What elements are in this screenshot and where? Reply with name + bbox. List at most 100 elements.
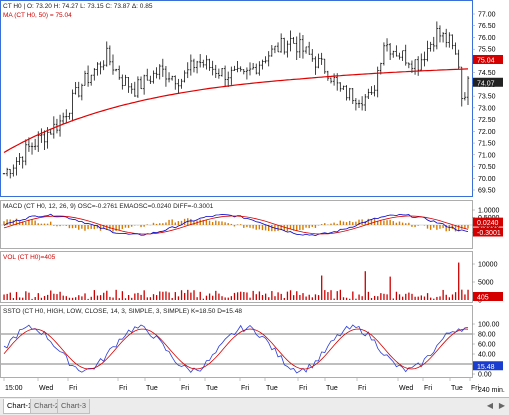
volume-bar <box>258 291 261 300</box>
volume-bar <box>59 291 61 300</box>
price-bar <box>89 74 93 86</box>
price-bar <box>21 156 24 169</box>
price-bar <box>195 60 199 74</box>
volume-bar <box>212 295 214 300</box>
price-bar <box>270 45 274 57</box>
macd-diff: DIFF=-0.3001 <box>173 203 214 210</box>
change-value: Δ: 0.85 <box>132 3 153 10</box>
volume-bar <box>383 293 385 300</box>
price-bar <box>65 109 68 123</box>
price-bar <box>432 36 435 52</box>
volume-bar <box>233 292 236 300</box>
price-bar <box>314 56 317 75</box>
price-bar <box>392 50 395 58</box>
price-bar <box>429 41 432 52</box>
volume-bar <box>240 291 242 300</box>
price-bar <box>367 88 370 99</box>
volume-bar <box>96 295 99 300</box>
volume-bar <box>339 289 342 300</box>
volume-bar <box>236 292 239 300</box>
volume-bar <box>28 292 30 300</box>
volume-bar <box>302 293 304 300</box>
ssto-k: K=18.50 <box>191 308 216 315</box>
price-bar <box>177 78 180 94</box>
price-bar <box>80 83 84 101</box>
ssto-axis-label: 100.00 <box>478 322 500 329</box>
scroll-left-arrow[interactable]: ◀ <box>486 401 494 410</box>
volume-bar <box>56 294 58 300</box>
ma-label: MA (CT H0, 50) = 75.04 <box>3 12 72 19</box>
price-bar <box>423 51 426 67</box>
volume-bar <box>355 298 357 300</box>
volume-bar <box>174 292 176 300</box>
volume-bar <box>321 275 323 300</box>
time-axis-label: Wed <box>399 385 413 392</box>
price-bar <box>93 67 96 81</box>
scroll-right-arrow[interactable]: ▶ <box>498 401 506 410</box>
volume-bar <box>345 297 348 300</box>
price-bar <box>164 66 168 87</box>
macd-title: MACD (CT H0, 12, 26, 9) <box>3 203 76 210</box>
macd-emaosc-tag: 0.0240 <box>477 220 499 227</box>
price-bar <box>127 77 130 93</box>
volume-bar <box>246 292 248 300</box>
price-bar <box>174 75 177 90</box>
chart-area[interactable]: 77.0076.5076.0075.5075.0074.5074.0073.50… <box>0 0 509 397</box>
time-axis-label: Fri <box>69 385 78 392</box>
volume-bar <box>283 297 285 300</box>
price-bar <box>410 60 414 73</box>
price-bar <box>139 76 143 90</box>
price-bar <box>239 66 242 72</box>
price-bar <box>198 54 202 68</box>
open-value: O: 73.20 <box>27 3 52 10</box>
ssto-axis-label: 60.00 <box>478 342 496 349</box>
volume-bar <box>112 297 114 300</box>
volume-bar <box>299 294 301 300</box>
volume-bar <box>40 297 43 300</box>
price-bar <box>451 34 454 50</box>
price-axis-label: 71.00 <box>478 152 496 159</box>
price-axis-label: 73.00 <box>478 105 496 112</box>
volume-bar <box>53 293 55 300</box>
price-bar <box>438 25 442 43</box>
price-bar <box>155 67 158 79</box>
ssto-last-tag-bg <box>473 361 503 371</box>
price-bar <box>186 62 189 79</box>
volume-bar <box>324 290 326 300</box>
macd-osc: OSC=-0.2761 <box>78 203 118 210</box>
volume-bar <box>352 291 354 300</box>
price-bar <box>124 74 127 86</box>
volume-bar <box>414 296 416 300</box>
price-bar <box>413 59 417 75</box>
volume-bar <box>155 295 158 300</box>
price-bar <box>205 55 208 70</box>
price-bar <box>83 70 87 86</box>
time-axis-label: Wed <box>39 385 53 392</box>
price-bar <box>276 42 280 53</box>
price-bar <box>2 173 6 175</box>
price-bar <box>345 85 348 101</box>
volume-bar <box>205 295 208 300</box>
time-axis-label: Tue <box>206 385 218 392</box>
price-bar <box>398 52 401 60</box>
price-bar <box>245 67 249 80</box>
price-bar <box>342 85 345 90</box>
time-axis-label: Tue <box>451 385 463 392</box>
volume-bar <box>199 291 201 300</box>
volume-bar <box>458 262 460 300</box>
price-bar <box>395 45 398 57</box>
price-bar <box>142 74 146 95</box>
volume-bar <box>426 293 429 300</box>
price-bar <box>404 44 407 66</box>
volume-bar <box>392 298 394 300</box>
volume-bar <box>25 291 27 300</box>
ssto-k-line <box>3 324 469 374</box>
volume-bar <box>78 295 80 300</box>
price-bar <box>298 32 302 59</box>
time-axis-label: Tue <box>266 385 278 392</box>
price-bars <box>2 21 470 179</box>
volume-bar <box>162 291 164 300</box>
tab-chart-3[interactable]: Chart-3 <box>57 399 91 414</box>
volume-bar <box>106 290 108 300</box>
volume-bar <box>121 291 124 300</box>
